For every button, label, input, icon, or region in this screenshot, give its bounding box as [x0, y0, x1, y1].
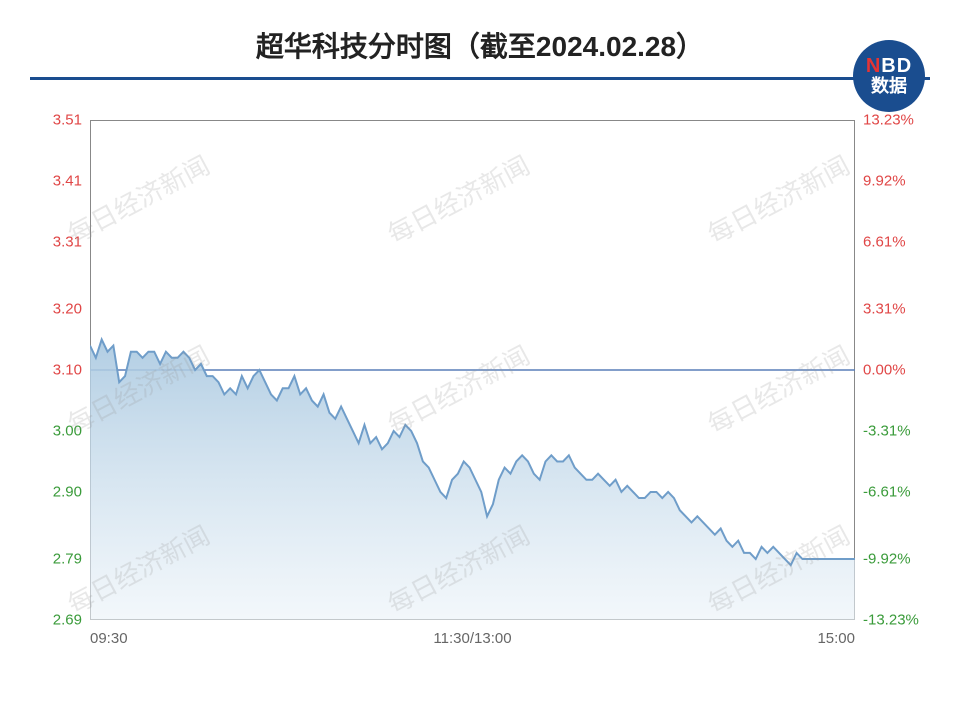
title-underline [30, 77, 930, 80]
y-right-tick: 3.31% [863, 301, 906, 318]
y-right-tick: -6.61% [863, 483, 911, 500]
nbd-logo: NBD 数据 [853, 40, 925, 112]
chart-svg [90, 120, 855, 620]
x-tick: 09:30 [90, 630, 128, 647]
y-right-tick: 0.00% [863, 362, 906, 379]
y-right-tick: 13.23% [863, 112, 914, 129]
x-axis: 09:30 11:30/13:00 15:00 [90, 630, 855, 650]
chart-title: 超华科技分时图（截至2024.02.28） [30, 25, 930, 65]
y-left-tick: 3.10 [53, 362, 82, 379]
y-right-tick: -13.23% [863, 612, 919, 629]
y-right-tick: 6.61% [863, 233, 906, 250]
chart-container: 超华科技分时图（截至2024.02.28） NBD 数据 3.51 3.41 3.3… [0, 0, 960, 707]
y-right-tick: 9.92% [863, 172, 906, 189]
y-left-tick: 2.79 [53, 551, 82, 568]
logo-sub: 数据 [871, 77, 907, 97]
y-left-tick: 2.69 [53, 612, 82, 629]
y-left-tick: 3.51 [53, 112, 82, 129]
plot-area [90, 120, 855, 620]
x-tick: 15:00 [817, 630, 855, 647]
y-axis-left: 3.513.413.313.203.103.002.902.792.69 [30, 120, 90, 620]
y-left-tick: 2.90 [53, 483, 82, 500]
y-left-tick: 3.20 [53, 301, 82, 318]
y-right-tick: -3.31% [863, 422, 911, 439]
logo-nbd: NBD [866, 55, 912, 77]
y-right-tick: -9.92% [863, 551, 911, 568]
y-left-tick: 3.41 [53, 172, 82, 189]
y-left-tick: 3.31 [53, 233, 82, 250]
x-tick: 11:30/13:00 [433, 630, 511, 647]
y-axis-right: 13.23%9.92%6.61%3.31%0.00%-3.31%-6.61%-9… [855, 120, 930, 620]
chart-area: 3.51 3.41 3.31 3.20 3.10 3.00 2.90 2.79 2.69 13.… [30, 110, 930, 670]
y-left-tick: 3.00 [53, 422, 82, 439]
